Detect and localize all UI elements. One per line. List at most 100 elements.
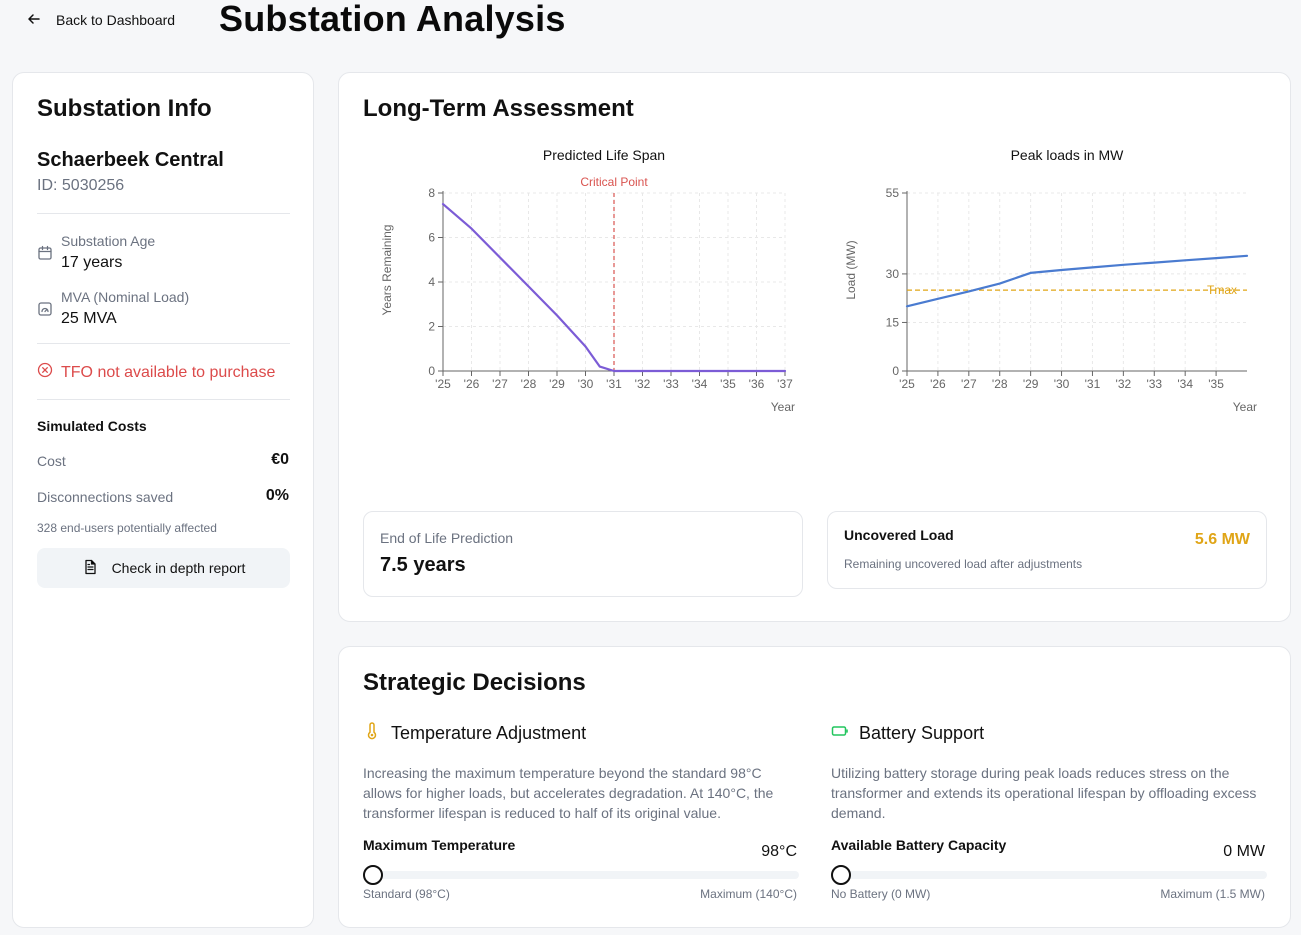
x-tick-label: '28 — [521, 377, 537, 391]
battery-icon — [831, 722, 849, 745]
x-tick-label: '35 — [720, 377, 736, 391]
uncovered-load-label: Uncovered Load — [844, 527, 954, 543]
age-value: 17 years — [61, 254, 123, 271]
x-tick-label: '34 — [1177, 377, 1193, 391]
x-tick-label: '32 — [1116, 377, 1132, 391]
chart-title: Peak loads in MW — [1011, 147, 1125, 163]
x-tick-label: '33 — [663, 377, 679, 391]
x-tick-label: '29 — [549, 377, 565, 391]
purchase-warning: TFO not available to purchase — [37, 362, 275, 383]
y-tick-label: 0 — [428, 364, 435, 378]
thermometer-icon — [363, 722, 381, 745]
end-of-life-value: 7.5 years — [380, 554, 466, 576]
back-to-dashboard-link[interactable]: Back to Dashboard — [26, 8, 175, 32]
temperature-max-note: Maximum (140°C) — [700, 887, 797, 901]
divider — [37, 399, 290, 400]
cost-label: Cost — [37, 453, 66, 469]
battery-slider-track[interactable] — [831, 871, 1267, 879]
x-axis-label: Year — [1233, 400, 1257, 414]
uncovered-load-box: Uncovered Load Remaining uncovered load … — [827, 511, 1267, 589]
y-tick-label: 0 — [892, 364, 899, 378]
end-of-life-box: End of Life Prediction 7.5 years — [363, 511, 803, 597]
disconnections-label: Disconnections saved — [37, 489, 174, 505]
x-tick-label: '27 — [492, 377, 508, 391]
gauge-icon — [37, 301, 53, 317]
x-tick-label: '37 — [777, 377, 793, 391]
divider — [37, 213, 290, 214]
page-title: Substation Analysis — [219, 0, 566, 39]
y-tick-label: 15 — [886, 315, 900, 329]
temperature-slider-thumb[interactable] — [363, 865, 383, 885]
age-label: Substation Age — [61, 233, 156, 249]
x-tick-label: '30 — [578, 377, 594, 391]
peak-load-chart: Peak loads in MW '25 '26 '27 '28 '29 '30 '31 '32… — [844, 147, 1257, 414]
y-axis-label: Load (MW) — [844, 240, 858, 299]
battery-min-note: No Battery (0 MW) — [831, 887, 931, 901]
life-span-chart: Predicted Life Span '25 '26 '27 '28 '29 '30 '31… — [380, 147, 795, 414]
x-tick-label: '31 — [606, 377, 622, 391]
mva-value: 25 MVA — [61, 310, 117, 327]
end-of-life-label: End of Life Prediction — [380, 530, 514, 546]
top-bar: Back to Dashboard Substation Analysis — [0, 0, 1301, 50]
long-term-title: Long-Term Assessment — [363, 95, 634, 122]
x-tick-label: '27 — [961, 377, 977, 391]
strategic-decisions-card: Strategic Decisions Temperature Adjustme… — [338, 646, 1291, 928]
arrow-left-icon — [26, 11, 42, 30]
x-tick-label: '26 — [464, 377, 480, 391]
x-axis-label: Year — [771, 400, 795, 414]
check-report-button[interactable]: Check in depth report — [37, 548, 290, 588]
mva-label: MVA (Nominal Load) — [61, 289, 190, 305]
battery-description: Utilizing battery storage during peak lo… — [831, 765, 1257, 821]
series-line — [905, 254, 1249, 308]
long-term-assessment-card: Long-Term Assessment Predicted Life Span… — [338, 72, 1291, 622]
temperature-description: Increasing the maximum temperature beyon… — [363, 765, 774, 821]
x-tick-label: '33 — [1146, 377, 1162, 391]
battery-max-note: Maximum (1.5 MW) — [1160, 887, 1265, 901]
series-line — [441, 202, 787, 373]
x-tick-label: '34 — [692, 377, 708, 391]
substation-info-card: Substation Info Schaerbeek Central ID: 5… — [12, 72, 314, 928]
temperature-slider-track[interactable] — [363, 871, 799, 879]
temperature-min-note: Standard (98°C) — [363, 887, 450, 901]
tmax-label: Tmax — [1207, 283, 1237, 297]
calendar-icon — [37, 245, 53, 261]
y-tick-label: 55 — [886, 186, 900, 200]
battery-slider-value: 0 MW — [1223, 843, 1265, 860]
x-tick-label: '30 — [1054, 377, 1070, 391]
x-tick-label: '25 — [435, 377, 451, 391]
x-tick-label: '36 — [749, 377, 765, 391]
battery-slider-thumb[interactable] — [831, 865, 851, 885]
uncovered-load-subtitle: Remaining uncovered load after adjustmen… — [844, 557, 1083, 571]
x-tick-label: '25 — [899, 377, 915, 391]
chart-title: Predicted Life Span — [543, 147, 665, 163]
temperature-heading: Temperature Adjustment — [363, 722, 586, 745]
x-tick-label: '32 — [635, 377, 651, 391]
x-tick-label: '29 — [1023, 377, 1039, 391]
file-text-icon — [82, 559, 98, 578]
critical-point-label: Critical Point — [580, 175, 648, 189]
affected-users: 328 end-users potentially affected — [37, 521, 217, 535]
y-tick-label: 8 — [428, 186, 435, 200]
y-tick-label: 2 — [428, 320, 435, 334]
cost-value: €0 — [271, 451, 289, 468]
battery-title: Battery Support — [859, 723, 985, 743]
uncovered-load-value: 5.6 MW — [1194, 531, 1250, 548]
disconnections-value: 0% — [265, 487, 289, 504]
battery-slider-label: Available Battery Capacity — [831, 837, 1007, 853]
temperature-slider-value: 98°C — [761, 843, 797, 860]
x-tick-label: '28 — [992, 377, 1008, 391]
strategic-title: Strategic Decisions — [363, 669, 586, 696]
battery-heading: Battery Support — [831, 722, 984, 745]
back-label: Back to Dashboard — [56, 12, 176, 28]
simulated-costs-title: Simulated Costs — [37, 418, 147, 434]
report-button-label: Check in depth report — [111, 560, 246, 576]
divider — [37, 343, 290, 344]
x-tick-label: '35 — [1208, 377, 1224, 391]
substation-id: ID: 5030256 — [37, 177, 125, 194]
y-tick-label: 4 — [428, 275, 435, 289]
y-axis-label: Years Remaining — [380, 225, 394, 316]
info-title: Substation Info — [37, 95, 212, 122]
substation-name: Schaerbeek Central — [37, 149, 224, 171]
warning-text: TFO not available to purchase — [61, 363, 276, 381]
circle-x-icon — [37, 362, 53, 383]
